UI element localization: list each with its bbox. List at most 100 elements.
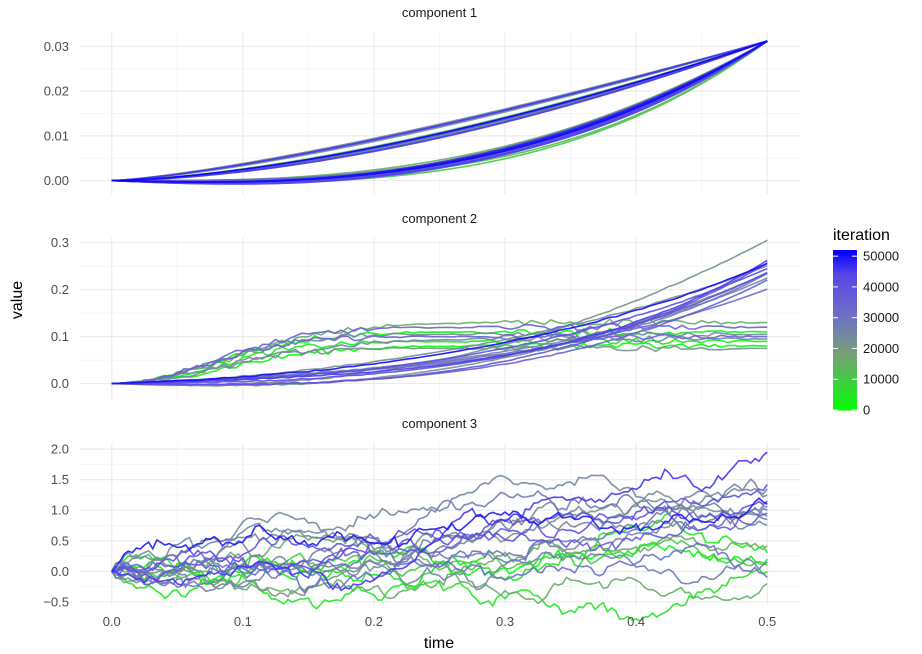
colorbar-segment: [833, 346, 857, 350]
y-tick-label: 0.5: [51, 533, 69, 548]
y-tick-label: 0.1: [51, 329, 69, 344]
colorbar-segment: [833, 407, 857, 411]
series-line: [111, 512, 768, 578]
colorbar-segment: [833, 340, 857, 344]
colorbar-segment: [833, 255, 857, 259]
series-line: [111, 40, 768, 182]
series-line: [111, 451, 768, 592]
colorbar-segment: [833, 332, 857, 336]
y-tick-label: 0.02: [44, 84, 69, 99]
colorbar-segment: [833, 316, 857, 320]
colorbar-segment: [833, 252, 857, 256]
colorbar-segment: [833, 319, 857, 323]
y-tick-label: 1.5: [51, 472, 69, 487]
colorbar-segment: [833, 380, 857, 384]
series-line: [111, 474, 768, 573]
y-tick-label: 0.03: [44, 39, 69, 54]
series-line: [111, 533, 768, 581]
colorbar-segment: [833, 287, 857, 291]
colorbar-segment: [833, 311, 857, 315]
colorbar-segment: [833, 386, 857, 390]
series-line: [111, 259, 768, 385]
colorbar-segment: [833, 324, 857, 328]
colorbar-segment: [833, 404, 857, 408]
series-line: [111, 497, 768, 572]
colorbar-segment: [833, 282, 857, 286]
legend-tick-label: 50000: [863, 249, 899, 264]
series-line: [111, 507, 768, 574]
colorbar-segment: [833, 378, 857, 382]
series-line: [111, 40, 768, 184]
series-line: [111, 262, 768, 385]
colorbar-segment: [833, 394, 857, 398]
colorbar-segment: [833, 362, 857, 366]
y-tick-label: −0.5: [43, 594, 69, 609]
colorbar-segment: [833, 338, 857, 342]
colorbar-segment: [833, 372, 857, 376]
colorbar-segment: [833, 276, 857, 280]
x-tick-label: 0.3: [496, 614, 514, 629]
colorbar-segment: [833, 306, 857, 310]
colorbar-segment: [833, 271, 857, 275]
x-axis-title: time: [424, 635, 454, 652]
colorbar-segment: [833, 348, 857, 352]
colorbar-segment: [833, 279, 857, 283]
series-line: [111, 342, 768, 385]
x-tick-label: 0.2: [365, 614, 383, 629]
colorbar-segment: [833, 263, 857, 267]
series-line: [111, 484, 768, 583]
panel-3: −0.5 0.0 0.5 1.0 1.5 2.0 component 3: [43, 416, 800, 622]
legend-tick-label: 40000: [863, 279, 899, 294]
colorbar-segment: [833, 290, 857, 294]
panel-strip-label: component 3: [402, 416, 477, 431]
colorbar-segment: [833, 367, 857, 371]
x-tick-label: 0.1: [234, 614, 252, 629]
y-tick-label: 1.0: [51, 503, 69, 518]
panel-strip-label: component 1: [402, 5, 477, 20]
legend-tick-label: 10000: [863, 372, 899, 387]
legend-ticks: 0 10000 20000 30000 40000 50000: [833, 249, 899, 418]
colorbar-segment: [833, 351, 857, 355]
y-tick-label: 0.0: [51, 376, 69, 391]
colorbar-segment: [833, 402, 857, 406]
colorbar-segment: [833, 364, 857, 368]
colorbar-segment: [833, 354, 857, 358]
colorbar-segment: [833, 308, 857, 312]
panel-2: 0.0 0.1 0.2 0.3 component 2: [51, 211, 800, 400]
colorbar-segment: [833, 260, 857, 264]
legend-tick-label: 20000: [863, 341, 899, 356]
colorbar-segment: [833, 298, 857, 302]
y-axis-title: value: [9, 281, 26, 319]
colorbar-segment: [833, 303, 857, 307]
colorbar-segment: [833, 300, 857, 304]
colorbar-segment: [833, 370, 857, 374]
y-tick-label: 2.0: [51, 442, 69, 457]
colorbar-segment: [833, 250, 857, 254]
colorbar-segment: [833, 258, 857, 262]
panel-1: 0.00 0.01 0.02 0.03 component 1: [44, 5, 800, 194]
colorbar-segment: [833, 375, 857, 379]
colorbar-segment: [833, 327, 857, 331]
colorbar-segment: [833, 295, 857, 299]
legend-tick-label: 30000: [863, 310, 899, 325]
y-tick-label: 0.3: [51, 235, 69, 250]
series-line: [111, 40, 768, 182]
colorbar-segment: [833, 266, 857, 270]
colorbar-segment: [833, 274, 857, 278]
series-line: [111, 334, 768, 385]
series-line: [111, 565, 768, 605]
legend-tick-label: 0: [863, 403, 870, 418]
colorbar-segment: [833, 383, 857, 387]
colorbar-segment: [833, 343, 857, 347]
colorbar-segment: [833, 356, 857, 360]
colorbar-segment: [833, 391, 857, 395]
panel-strip-label: component 2: [402, 211, 477, 226]
x-tick-label: 0.5: [758, 614, 776, 629]
x-tick-label: 0.0: [103, 614, 121, 629]
legend-title: iteration: [833, 227, 890, 244]
y-tick-label: 0.01: [44, 128, 69, 143]
colorbar-segment: [833, 335, 857, 339]
colorbar-segment: [833, 292, 857, 296]
colorbar-segment: [833, 322, 857, 326]
